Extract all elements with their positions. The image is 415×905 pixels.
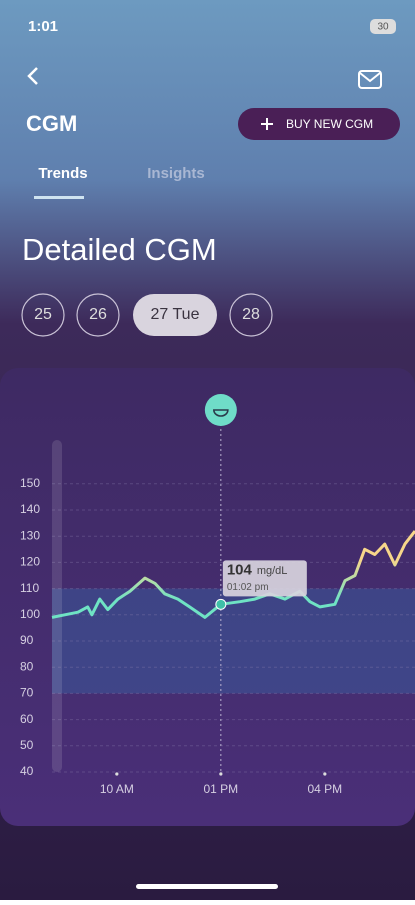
glucose-line	[51, 530, 415, 619]
battery-level: 30	[377, 22, 389, 33]
y-tick-label: 100	[20, 607, 40, 621]
y-tick-label: 140	[20, 502, 40, 516]
x-tick-label: 10 AM	[100, 782, 134, 796]
home-indicator	[136, 884, 278, 889]
date-chip[interactable]	[133, 294, 217, 336]
buy-button[interactable]	[238, 108, 400, 140]
x-tick-label: 04 PM	[308, 782, 343, 796]
tooltip-unit: mg/dL	[257, 565, 288, 577]
mail-flap	[359, 72, 381, 83]
buy-button-label: BUY NEW CGM	[286, 117, 373, 131]
scroll-bar	[52, 440, 62, 772]
y-tick-label: 110	[20, 581, 39, 595]
y-tick-label: 90	[20, 633, 34, 647]
y-tick-label: 40	[20, 764, 34, 778]
date-chip-label: 26	[89, 306, 107, 323]
back-button[interactable]	[27, 67, 38, 85]
tooltip-time: 01:02 pm	[227, 582, 269, 593]
date-chip-label: 25	[34, 306, 52, 323]
status-time: 1:01	[28, 18, 58, 35]
battery	[370, 19, 396, 34]
y-tick-label: 70	[20, 686, 34, 700]
x-tick-label: 01 PM	[204, 782, 239, 796]
tab[interactable]: Insights	[147, 165, 205, 182]
tooltip-value: 104	[227, 561, 253, 578]
y-tick-label: 60	[20, 712, 34, 726]
date-chip[interactable]	[229, 293, 273, 337]
meal-bowl	[213, 409, 229, 417]
tab[interactable]: Trends	[38, 165, 87, 182]
date-chip[interactable]	[76, 293, 120, 337]
section-title: Detailed CGM	[22, 232, 217, 267]
date-chip[interactable]	[21, 293, 65, 337]
y-tick-label: 50	[20, 738, 34, 752]
x-tick	[219, 772, 223, 776]
mail-icon[interactable]	[358, 70, 382, 89]
date-chip-label: 27 Tue	[151, 306, 200, 323]
date-chip-label: 28	[242, 306, 260, 323]
y-tick-label: 80	[20, 659, 34, 673]
y-tick-label: 130	[20, 528, 40, 542]
x-tick	[115, 772, 119, 776]
tab-indicator	[34, 196, 84, 199]
y-tick-label: 120	[20, 555, 40, 569]
x-tick	[323, 772, 327, 776]
header-title: CGM	[26, 111, 77, 136]
tooltip	[222, 560, 307, 597]
plus-icon	[261, 118, 273, 130]
y-tick-label: 150	[20, 476, 40, 490]
tooltip-point	[215, 598, 227, 610]
